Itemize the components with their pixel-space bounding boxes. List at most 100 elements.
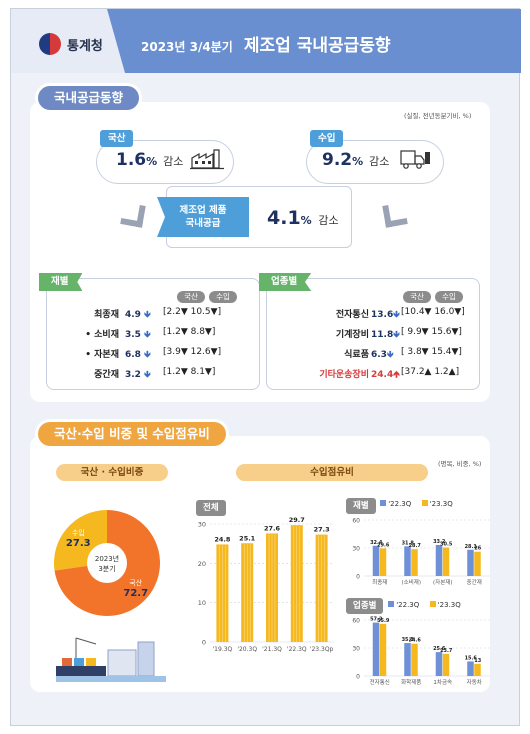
x-tick-label: (소비재) xyxy=(402,578,421,586)
row-number: 3.5 xyxy=(125,330,141,340)
row-value: 13.6🡻 xyxy=(371,307,400,323)
row-value: 4.9 🡻 xyxy=(125,307,151,323)
pie-slice-value: 27.3 xyxy=(66,538,91,549)
y-tick-label: 30 xyxy=(198,521,206,529)
row-number: 3.2 xyxy=(125,370,141,380)
chart-title-total: 전체 xyxy=(196,500,226,516)
col-domestic-material: 국산 xyxy=(177,291,205,303)
arrow-up-icon: 🡹 xyxy=(393,370,400,380)
bar-value-label: 29.6 xyxy=(377,542,390,548)
col-import-industry: 수입 xyxy=(435,291,463,303)
bar-value-label: 28.1 xyxy=(465,544,478,550)
bar xyxy=(379,623,387,676)
row-label: 전자통신 xyxy=(335,310,369,320)
arrow-down-icon: 🡻 xyxy=(144,370,151,380)
total-bar-chart: 0 10 20 30 24.8 '19.3Q 25.1 '20.3Q 27.6 '21.3Q 29.… xyxy=(198,516,334,653)
bar-value-label: 25.6 xyxy=(433,646,446,652)
share-title: 국산 · 수입비중 xyxy=(56,464,168,481)
import-penetration-title: 수입점유비 xyxy=(236,464,428,481)
arrow-down-icon: 🡻 xyxy=(393,330,400,340)
x-tick-label: '21.3Q xyxy=(262,646,282,653)
total-direction: 감소 xyxy=(318,214,339,227)
row-detail: [3.9▼ 12.6▼] xyxy=(163,347,222,357)
bar-value-label: 28.7 xyxy=(409,543,422,549)
legend-label-23: '23.3Q xyxy=(429,500,453,508)
title-period: 2023년 3/4분기 xyxy=(141,40,233,54)
row-detail: [ 9.9▼ 15.6▼] xyxy=(401,327,462,337)
row-value: 3.2 🡻 xyxy=(125,367,151,383)
by-industry-tag: 업종별 xyxy=(259,273,312,291)
bar xyxy=(467,549,474,576)
total-unit: % xyxy=(300,214,312,227)
x-tick-label: '20.3Q xyxy=(237,646,257,653)
x-tick-label: 최종재 xyxy=(372,578,387,586)
legend-label-22: '22.3Q xyxy=(396,601,420,609)
bar-value-label: 55.9 xyxy=(377,618,390,624)
legend-label-22: '22.3Q xyxy=(388,500,412,508)
bar-value-label: 29.7 xyxy=(289,516,305,524)
bar-value-label: 25.1 xyxy=(239,534,256,542)
factory-icon xyxy=(190,149,224,170)
y-tick-label: 60 xyxy=(352,518,360,525)
total-label-line1: 제조업 제품 xyxy=(179,205,227,216)
material-row: 중간재 3.2 🡻 [1.2▼ 8.1▼] xyxy=(47,367,261,385)
arrow-down-icon: 🡻 xyxy=(386,350,394,360)
x-tick-label: '19.3Q xyxy=(213,646,233,653)
bar xyxy=(442,547,450,576)
material-bar-chart: 0 30 60 32.429.6 최종재 31.828.7 (소비재) 33.230.5 (자본… xyxy=(352,518,490,586)
header: 통계청 2023년 3/4분기 제조업 국내공급동향 xyxy=(11,9,521,73)
bar-value-label: 27.6 xyxy=(264,524,281,532)
logo-icon xyxy=(39,33,61,55)
row-value: 6.8 🡻 xyxy=(125,347,151,363)
row-number: 13.6 xyxy=(371,310,394,320)
section-title-supply: 국내공급동향 xyxy=(38,86,140,110)
row-number: 6.3 xyxy=(371,350,387,360)
arrow-down-right-icon xyxy=(120,202,146,228)
row-detail: [10.4▼ 16.0▼] xyxy=(401,307,465,317)
bar xyxy=(435,545,443,576)
truck-icon xyxy=(400,150,430,169)
row-number: 24.4 xyxy=(371,370,394,380)
arrow-down-icon: 🡻 xyxy=(393,310,400,320)
pie-slice-label: 수입 xyxy=(72,529,85,537)
row-value: 6.3🡻 xyxy=(371,347,393,363)
domestic-direction: 감소 xyxy=(163,155,184,168)
bar xyxy=(474,551,481,576)
legend-material: '22.3Q '23.3Q xyxy=(380,500,453,508)
industry-row: 기타운송장비 24.4🡹 [37.2▲ 1.2▲] xyxy=(267,367,481,385)
industry-row: 기계장비 11.8🡻 [ 9.9▼ 15.6▼] xyxy=(267,327,481,345)
section-title-share: 국산·수입 비중 및 수입점유비 xyxy=(38,422,226,446)
row-label: 최종재 xyxy=(94,310,119,320)
row-value: 3.5 🡻 xyxy=(125,327,151,343)
by-material-box: 재별 국산 수입 최종재 4.9 🡻 [2.2▼ 10.5▼] • 소비재 3.… xyxy=(39,273,261,390)
pie-center-line1: 2023년 xyxy=(95,554,119,563)
row-number: 6.8 xyxy=(125,350,141,360)
row-label: 중간재 xyxy=(94,370,119,380)
y-tick-label: 0 xyxy=(356,574,360,581)
material-row: 최종재 4.9 🡻 [2.2▼ 10.5▼] xyxy=(47,307,261,325)
unit-note-supply: (실질, 전년동분기비, %) xyxy=(404,112,472,120)
bar-value-label: 34.6 xyxy=(409,638,422,644)
bar-value-label: 23.7 xyxy=(440,648,453,654)
x-tick-label: 1차금속 xyxy=(433,678,452,686)
import-bubble xyxy=(306,140,444,184)
chart-title-industry: 업종별 xyxy=(346,598,384,614)
y-tick-label: 20 xyxy=(198,560,206,568)
bar-value-label: 57.2 xyxy=(370,617,383,623)
col-domestic-industry: 국산 xyxy=(403,291,431,303)
page-title: 2023년 3/4분기 제조업 국내공급동향 xyxy=(141,31,391,56)
bar-value-label: 33.2 xyxy=(433,539,446,545)
pie-center xyxy=(87,543,127,583)
legend-label-23: '23.3Q xyxy=(437,601,461,609)
import-unit: % xyxy=(352,155,364,168)
row-detail: [2.2▼ 10.5▼] xyxy=(163,307,222,317)
bar-value-label: 35.3 xyxy=(402,637,415,643)
bar xyxy=(372,622,380,676)
x-tick-label: 자동차 xyxy=(467,678,482,686)
row-number: 11.8 xyxy=(371,330,394,340)
import-tag: 수입 xyxy=(310,130,344,147)
bar-value-label: 31.8 xyxy=(402,540,415,546)
row-value: 24.4🡹 xyxy=(371,367,400,383)
legend-swatch-23 xyxy=(421,500,428,506)
row-detail: [1.2▼ 8.8▼] xyxy=(163,327,216,337)
